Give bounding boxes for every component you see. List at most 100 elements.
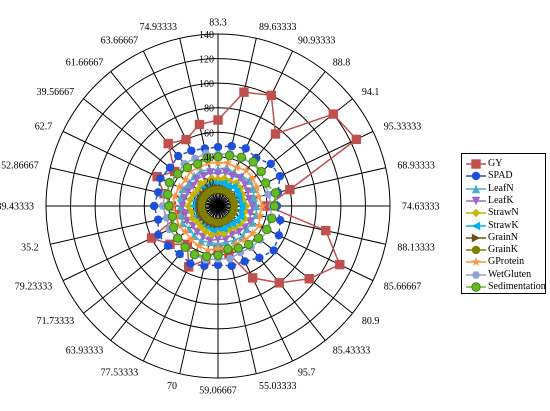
data-point — [236, 152, 247, 162]
data-point — [222, 157, 233, 168]
data-point — [262, 224, 272, 235]
legend-marker — [471, 196, 481, 206]
legend-item: WetGluten — [462, 269, 547, 281]
legend-marker — [471, 233, 481, 242]
series-graink — [197, 185, 239, 227]
data-point — [249, 184, 258, 194]
category-label: 59.06667 — [199, 386, 237, 397]
category-label: 83.3 — [209, 18, 227, 29]
category-label: 74.93333 — [140, 22, 178, 33]
data-point — [221, 168, 230, 177]
legend-item: StrawK — [462, 220, 547, 232]
data-point — [229, 182, 238, 191]
data-point — [193, 227, 202, 237]
data-point — [202, 245, 213, 255]
category-label: 85.66667 — [384, 281, 422, 292]
data-point — [241, 144, 250, 153]
data-point — [267, 213, 277, 224]
legend-label: StrawK — [488, 219, 519, 231]
data-point — [223, 244, 233, 254]
radial-tick-labels: 0 20 40 60 80 100 120 140 — [199, 30, 214, 213]
data-point — [266, 159, 276, 169]
data-point — [247, 173, 258, 183]
data-point — [194, 119, 205, 130]
category-label: 70 — [167, 381, 177, 392]
data-point — [224, 150, 235, 161]
legend-marker — [471, 257, 481, 267]
data-point — [183, 187, 193, 196]
data-point — [173, 219, 184, 230]
data-point — [169, 190, 180, 201]
legend-item: SPAD — [462, 170, 547, 182]
radial-tick-label: 20 — [204, 177, 214, 188]
legend-marker — [471, 172, 481, 181]
data-point — [154, 230, 163, 239]
data-point — [193, 159, 203, 169]
legend-label: Sedimentation — [488, 281, 546, 292]
category-label: 90.93333 — [298, 36, 336, 47]
category-label: 95.33333 — [384, 122, 422, 133]
category-label: 35.2 — [21, 242, 39, 253]
legend-marker — [471, 245, 481, 255]
data-point — [240, 257, 249, 266]
legend-label: GProtein — [488, 256, 525, 268]
legend-item: GY — [462, 158, 547, 170]
category-label: 63.66667 — [101, 36, 139, 47]
data-point — [231, 238, 242, 248]
legend-marker — [471, 159, 481, 169]
data-point — [149, 201, 159, 211]
data-point — [227, 219, 236, 228]
data-point — [328, 109, 338, 119]
data-point — [199, 171, 208, 181]
category-label: 71.73333 — [37, 316, 75, 327]
data-point — [244, 194, 254, 204]
data-point — [239, 87, 249, 97]
data-point — [213, 243, 223, 254]
data-point — [242, 201, 251, 211]
legend-item: LeafN — [462, 183, 547, 195]
data-point — [202, 153, 212, 163]
data-point — [266, 90, 277, 101]
legend-label: GY — [488, 158, 503, 169]
legend-marker — [471, 282, 481, 292]
data-point — [264, 190, 273, 199]
data-point — [182, 162, 193, 173]
legend-marker — [471, 221, 481, 230]
data-point — [274, 278, 284, 288]
data-point — [181, 134, 191, 145]
data-point — [162, 189, 173, 200]
data-point — [180, 242, 190, 253]
data-point — [335, 259, 345, 270]
data-point — [180, 174, 191, 185]
data-point — [187, 207, 196, 217]
series-sedimentation — [162, 150, 281, 262]
data-point — [260, 178, 271, 188]
data-point — [251, 182, 262, 192]
data-point — [274, 231, 284, 240]
data-point — [164, 177, 174, 188]
data-point — [243, 187, 253, 196]
category-label: 39.43333 — [0, 202, 34, 213]
data-point — [188, 221, 198, 231]
category-label: 52.86667 — [1, 161, 39, 172]
category-label: 63.93333 — [66, 345, 104, 356]
data-point — [236, 173, 245, 183]
legend-swatch — [466, 196, 486, 206]
data-point — [253, 191, 264, 201]
data-point — [269, 246, 278, 255]
data-point — [276, 216, 285, 225]
legend-label: GrainN — [488, 231, 518, 243]
data-point — [213, 152, 223, 162]
data-point — [223, 181, 232, 191]
category-label: 88.8 — [333, 58, 351, 69]
legend-label: LeafK — [488, 194, 514, 206]
center-hub — [205, 193, 231, 219]
legend-swatch — [466, 159, 486, 169]
data-point — [186, 234, 197, 244]
data-point — [232, 178, 241, 188]
data-point — [213, 260, 223, 270]
data-point — [243, 239, 254, 250]
data-point — [221, 235, 230, 244]
